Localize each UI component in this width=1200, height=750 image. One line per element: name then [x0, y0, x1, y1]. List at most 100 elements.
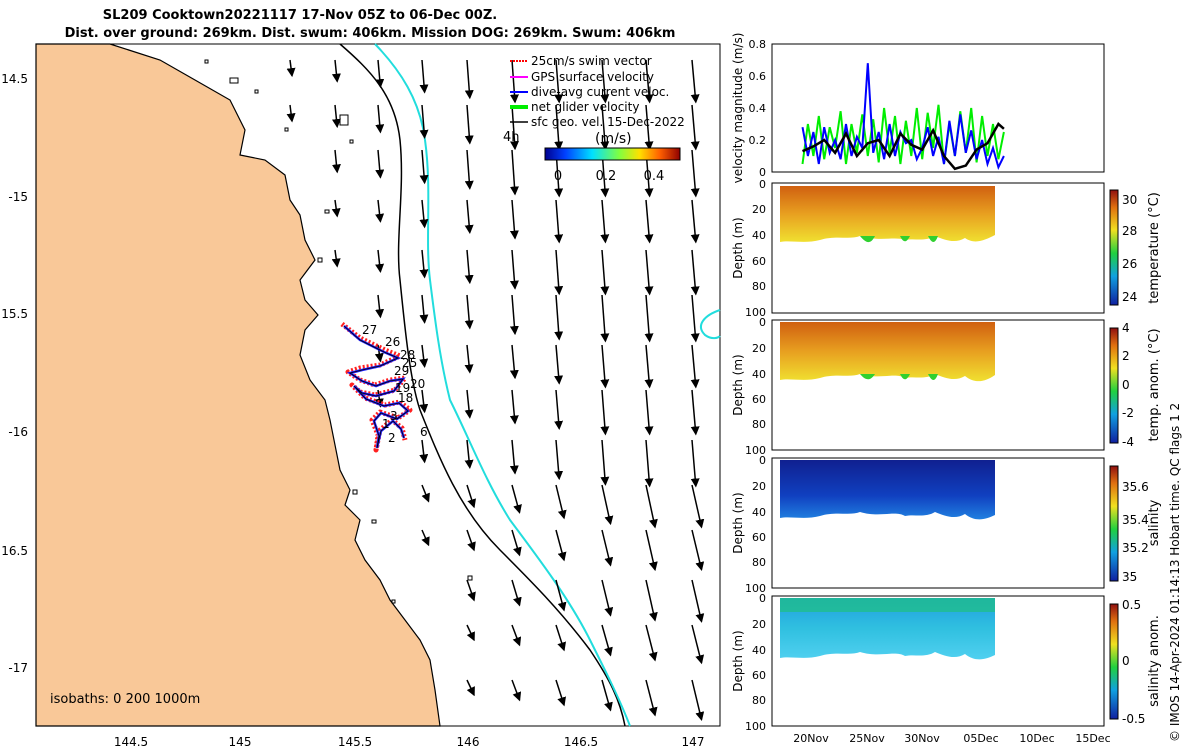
velocity-arrow [600, 59, 610, 104]
svg-text:146.5: 146.5 [564, 735, 598, 749]
svg-text:25Nov: 25Nov [849, 732, 885, 745]
svg-text:net glider velocity: net glider velocity [531, 100, 639, 114]
velocity-arrow [509, 294, 519, 336]
velocity-arrow [601, 624, 613, 657]
velocity-arrow [464, 249, 474, 285]
svg-text:0.2: 0.2 [749, 134, 767, 147]
velocity-arrow [600, 294, 610, 343]
svg-text:16.5: 16.5 [1, 544, 28, 558]
svg-text:0: 0 [759, 592, 766, 605]
velocity-arrow [466, 484, 476, 509]
velocity-arrow [555, 529, 567, 562]
svg-text:0: 0 [759, 316, 766, 329]
velocity-arrow [375, 149, 385, 179]
svg-text:dive-avg current veloc.: dive-avg current veloc. [531, 85, 669, 99]
velocity-ylabel: velocity magnitude (m/s) [731, 33, 745, 184]
isobath-1000m-eddy [700, 309, 721, 340]
svg-text:20Nov: 20Nov [793, 732, 829, 745]
velocity-arrow [509, 59, 519, 104]
svg-text:salinity anom.: salinity anom. [1147, 615, 1162, 707]
svg-text:temp. anom. (°C): temp. anom. (°C) [1147, 328, 1162, 441]
velocity-arrow [555, 484, 567, 520]
velocity-arrow [554, 199, 564, 244]
svg-text:15.5: 15.5 [1, 307, 28, 321]
svg-text:2: 2 [388, 431, 396, 445]
svg-text:26: 26 [1122, 257, 1137, 271]
svg-text:40: 40 [752, 368, 766, 381]
svg-text:0.5: 0.5 [1122, 598, 1141, 612]
svg-text:20: 20 [752, 342, 766, 355]
temperature-panel: 0 20 40 60 80 100 Depth (m) 30 28 26 24 … [731, 178, 1162, 319]
svg-text:19: 19 [395, 381, 410, 395]
velocity-arrow [419, 294, 429, 324]
velocity-arrow [690, 294, 700, 343]
velocity-arrow [690, 149, 700, 198]
velocity-arrow [601, 484, 614, 526]
svg-text:26: 26 [385, 335, 400, 349]
svg-text:05Dec: 05Dec [963, 732, 998, 745]
svg-text:100: 100 [745, 444, 766, 457]
velocity-arrow [286, 104, 296, 123]
svg-text:28: 28 [1122, 224, 1137, 238]
velocity-series-line [801, 122, 1005, 171]
speed-colorbar: 0 0.2 0.4 [544, 147, 681, 184]
velocity-arrow [644, 389, 654, 436]
velocity-arrow [555, 579, 567, 612]
velocity-arrow [464, 344, 474, 374]
map-x-ticks: 144.5 145 145.5 146 146.5 147 [114, 735, 705, 749]
svg-text:27: 27 [362, 323, 377, 337]
track-day-labels: 27 26 28 25 29 20 19 18 3 1 2 6 [362, 323, 428, 445]
svg-text:144.5: 144.5 [114, 735, 148, 749]
velocity-arrow [644, 104, 654, 151]
svg-text:0: 0 [759, 178, 766, 191]
velocity-arrow [466, 529, 476, 552]
map-legend: 25cm/s swim vector GPS surface velocity … [503, 54, 685, 147]
velocity-arrow [419, 249, 429, 279]
velocity-arrow [511, 579, 522, 607]
svg-text:salinity: salinity [1147, 499, 1162, 546]
velocity-arrow [464, 389, 474, 419]
svg-text:3: 3 [390, 409, 398, 423]
svg-text:40: 40 [752, 229, 766, 242]
velocity-arrow [374, 344, 384, 363]
svg-text:18: 18 [398, 391, 413, 405]
svg-text:25: 25 [402, 356, 417, 370]
svg-text:2: 2 [1122, 349, 1130, 363]
svg-text:20: 20 [752, 618, 766, 631]
velocity-arrow [286, 59, 296, 78]
velocity-arrow [600, 389, 610, 436]
figure-title-line1: SL209 Cooktown20221117 17-Nov 05Z to 06-… [102, 8, 498, 23]
velocity-arrow [464, 439, 474, 470]
svg-text:60: 60 [752, 669, 766, 682]
velocity-arrow [419, 149, 429, 185]
velocity-arrow [464, 199, 474, 235]
velocity-arrow [600, 344, 610, 389]
copyright-credit: © IMOS 14-Apr-2024 01:14:13 Hobart time.… [1168, 402, 1182, 742]
velocity-arrow [331, 104, 341, 129]
velocity-arrow [511, 624, 522, 647]
velocity-arrow [375, 249, 385, 274]
velocity-arrow [600, 439, 610, 486]
velocity-arrow [419, 104, 429, 139]
velocity-arrow [645, 579, 658, 622]
velocity-arrow [691, 679, 705, 722]
svg-text:35: 35 [1122, 570, 1137, 584]
velocity-arrow [375, 199, 385, 223]
velocity-arrow [645, 484, 658, 529]
figure-title-line2: Dist. over ground: 269km. Dist. swum: 40… [64, 26, 676, 41]
svg-text:temperature (°C): temperature (°C) [1147, 192, 1162, 304]
svg-text:0.8: 0.8 [749, 38, 767, 51]
svg-text:-15: -15 [8, 190, 28, 204]
velocity-arrow [421, 484, 430, 503]
velocity-arrow [509, 104, 519, 151]
velocity-arrow [419, 199, 429, 229]
velocity-arrow [691, 579, 705, 623]
velocity-arrow [690, 59, 700, 104]
svg-text:0: 0 [759, 454, 766, 467]
velocity-arrow [464, 294, 474, 330]
velocity-arrow [375, 104, 385, 134]
velocity-arrow [511, 484, 522, 514]
velocity-arrow [601, 579, 614, 617]
velocity-arrow [690, 389, 700, 436]
svg-text:145.5: 145.5 [338, 735, 372, 749]
